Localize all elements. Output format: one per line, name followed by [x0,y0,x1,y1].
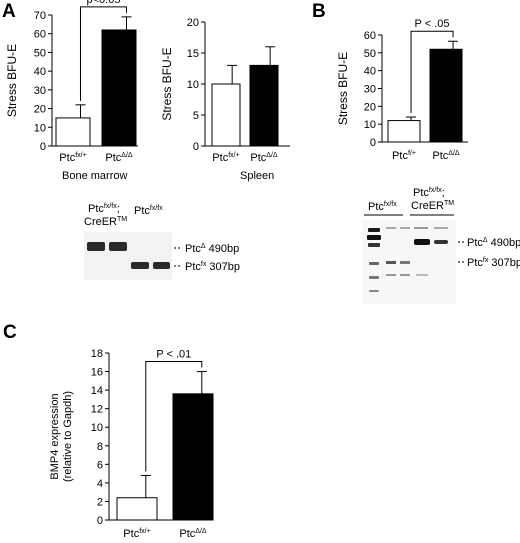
panel-letter-a: A [2,1,16,22]
y-tick-label: 70 [34,10,46,22]
y-tick-label: 20 [34,104,46,116]
bar-control [211,83,241,147]
y-tick-label: 60 [34,29,46,41]
bar-control [116,497,158,521]
y-axis-label: Stress BFU-E [160,47,174,120]
y-tick-label: 20 [187,17,199,29]
chart-spleen: 0 5 10 15 20 Ptcfx/+ PtcΔ/Δ Stress BFU-E [160,17,290,164]
significance-bracket [79,6,127,101]
gel-a-band-2 [109,242,127,251]
gel-b-lane-label-1: Ptcfx/fx [368,201,397,213]
gel-b: Ptcfx/fx Ptcfx/fx; CreERTM PtcΔ 490bp Pt… [362,187,520,304]
category-label: PtcΔ/Δ [432,150,460,162]
y-tick-label: 6 [97,459,103,471]
y-tick-label: 16 [91,367,103,379]
y-tick-label: 0 [40,141,46,153]
bar-control [55,117,91,147]
panel-letter-b: B [312,1,326,22]
gel-b-lane-label-2: Ptcfx/fx; [413,187,445,199]
category-label: Ptcfx/+ [123,528,150,540]
y-tick-label: 5 [193,110,199,122]
significance-bracket [145,361,203,472]
bar-treated [172,393,214,521]
panel-letter-c: C [3,322,17,343]
category-label: Ptcfx/+ [212,152,239,164]
gel-a-lane-label-1b: CreERTM [84,216,127,228]
category-label: Ptcf/+ [392,150,416,162]
gel-a-lane-label-2: Ptcfx/fx [134,205,163,217]
chart-bone-marrow: 0 10 20 30 40 50 60 70 Ptcfx/+ PtcΔ/Δ Stress BFU-E… [5,0,138,164]
bar-treated [249,64,279,147]
y-axis-label: Stress BFU-E [336,52,350,125]
bar-control [387,120,421,143]
gel-b-band-label-fx: Ptcfx 307bp [467,257,520,269]
gel-a-image [84,232,172,280]
y-tick-label: 10 [187,79,199,91]
y-tick-label: 30 [364,84,376,96]
caption-bone-marrow: Bone marrow [62,170,127,182]
gel-a-lane-label-1: Ptcfx/fx; [88,203,120,215]
y-tick-label: 10 [91,422,103,434]
category-label: Ptcfx/+ [59,152,86,164]
y-axis-label: BMP4 expression(relative to Gapdh) [49,391,74,482]
bar-treated [101,29,137,147]
y-tick-label: 2 [97,496,103,508]
gel-a-band-label-fx: Ptcfx 307bp [185,261,240,273]
y-tick-label: 30 [34,85,46,97]
category-label: PtcΔ/Δ [179,528,207,540]
y-tick-label: 12 [91,404,103,416]
category-label: PtcΔ/Δ [250,152,278,164]
chart-bmp4: 0 2 4 6 8 10 12 14 16 18 Ptcfx/+ PtcΔ/Δ BMP4 express… [49,348,214,540]
category-label: PtcΔ/Δ [105,152,133,164]
gel-a-band-1 [87,242,105,251]
chart-panel-b: 0 10 20 30 40 50 60 Ptcf/+ PtcΔ/Δ Stress BFU-E P <… [336,18,468,162]
y-axis-label: Stress BFU-E [5,44,19,117]
gel-a: Ptcfx/fx; CreERTM Ptcfx/fx PtcΔ 490bp Pt… [84,203,240,280]
y-tick-label: 10 [364,119,376,131]
y-tick-label: 4 [97,478,103,490]
gel-a-band-4 [153,262,170,269]
y-tick-label: 15 [187,48,199,60]
bar-treated [429,48,463,143]
y-tick-label: 20 [364,101,376,113]
gel-a-band-3 [131,262,149,269]
y-tick-label: 10 [34,122,46,134]
significance-label: P < .01 [156,349,191,361]
y-tick-label: 60 [364,30,376,42]
y-tick-label: 18 [91,348,103,360]
gel-b-band-delta-2 [434,240,448,244]
significance-label: p<0.05 [87,0,121,6]
y-tick-label: 8 [97,441,103,453]
caption-spleen: Spleen [240,170,274,182]
y-tick-label: 40 [34,66,46,78]
y-tick-label: 0 [193,141,199,153]
y-tick-label: 14 [91,385,103,397]
significance-label: P < .05 [415,18,450,30]
gel-b-lane-label-2b: CreERTM [411,200,454,212]
y-tick-label: 0 [370,137,376,149]
y-tick-label: 50 [34,47,46,59]
y-tick-label: 50 [364,48,376,60]
gel-b-band-delta-1 [414,239,430,245]
gel-b-band-label-delta: PtcΔ 490bp [467,237,520,249]
significance-bracket [410,30,454,114]
y-tick-label: 0 [97,515,103,527]
y-tick-label: 40 [364,66,376,78]
gel-a-band-label-delta: PtcΔ 490bp [185,243,239,255]
